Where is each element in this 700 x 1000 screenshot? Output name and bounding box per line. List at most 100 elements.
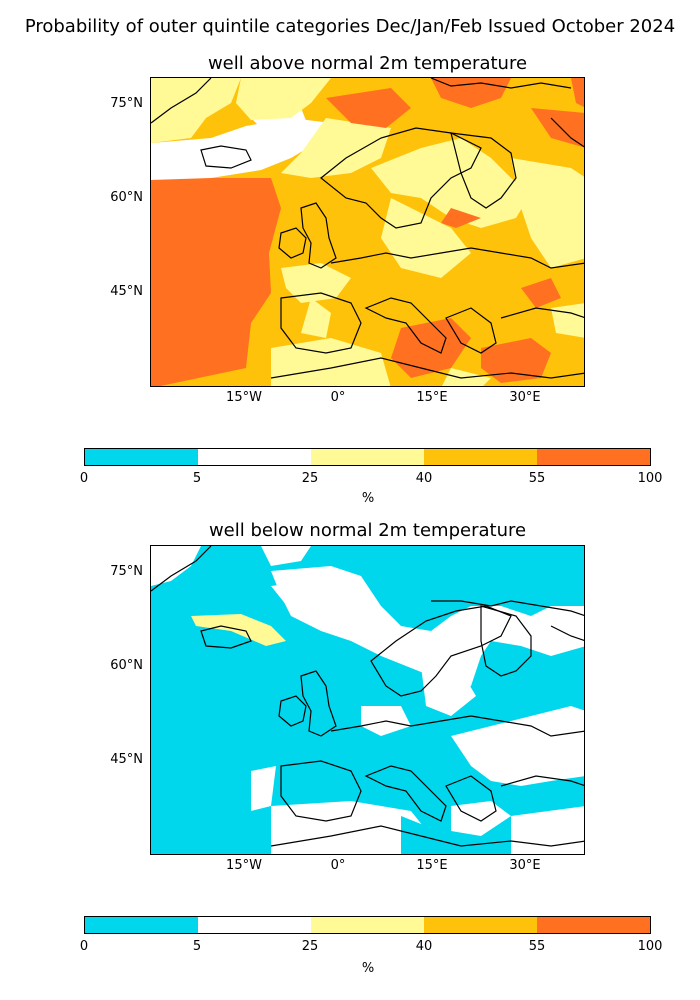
lon-tick-30e-above: 30°E bbox=[509, 390, 541, 405]
cbar-tick-0: 0 bbox=[79, 471, 89, 486]
coastlines-above bbox=[151, 78, 584, 379]
coast-turkey bbox=[500, 775, 584, 787]
cbar2-seg-0-5 bbox=[85, 917, 198, 933]
panel-title-below: well below normal 2m temperature bbox=[208, 520, 527, 541]
field-25-40-africa-w bbox=[271, 338, 391, 386]
field-55-100-ne bbox=[571, 78, 584, 107]
cbar-tick-40: 40 bbox=[415, 471, 433, 486]
cbar2-tick-40: 40 bbox=[415, 939, 433, 954]
cbar-tick-100: 100 bbox=[637, 471, 663, 486]
field-25-40-caucasus bbox=[551, 303, 584, 338]
field-55-100-atlantic-inner bbox=[151, 186, 266, 383]
colorbar-below bbox=[84, 916, 651, 934]
lat-tick-45n-below: 45°N bbox=[110, 752, 143, 767]
field-25-40-spain-n bbox=[301, 298, 331, 338]
coast-balkans bbox=[445, 307, 497, 354]
field-55-100-baltic bbox=[441, 208, 481, 228]
lat-tick-60n-above: 60°N bbox=[110, 190, 143, 205]
cbar-label: % bbox=[361, 491, 375, 506]
coast-scandinavia bbox=[320, 127, 482, 229]
coast-italy bbox=[364, 765, 447, 822]
figure-title: Probability of outer quintile categories… bbox=[24, 16, 676, 37]
coast-ireland bbox=[278, 695, 307, 727]
cbar-tick-25: 25 bbox=[301, 471, 319, 486]
lon-tick-0-below: 0° bbox=[330, 858, 346, 873]
field-5-25-atlantic-w bbox=[251, 766, 276, 811]
cbar2-seg-40-55 bbox=[424, 917, 537, 933]
field-25-40-north bbox=[236, 78, 331, 120]
cbar2-seg-5-25 bbox=[198, 917, 311, 933]
cbar2-tick-55: 55 bbox=[528, 939, 546, 954]
field-5-25-topleft bbox=[151, 546, 201, 586]
map-above-svg bbox=[151, 78, 584, 386]
field-0-5-med bbox=[401, 816, 451, 854]
lon-tick-15e-above: 15°E bbox=[416, 390, 448, 405]
coast-britain bbox=[300, 670, 337, 737]
coast-turkey bbox=[500, 307, 584, 319]
field-5-25-baltic bbox=[421, 666, 476, 716]
cbar2-tick-0: 0 bbox=[79, 939, 89, 954]
field-5-25-africa bbox=[271, 801, 431, 854]
cbar-seg-40-55 bbox=[424, 449, 537, 465]
map-below-normal bbox=[150, 545, 585, 855]
map-above-normal bbox=[150, 77, 585, 387]
cbar2-tick-5: 5 bbox=[192, 939, 202, 954]
coast-iceland bbox=[200, 625, 252, 649]
cbar-tick-5: 5 bbox=[192, 471, 202, 486]
field-5-25-north-atlantic bbox=[271, 566, 584, 696]
field-5-25-top bbox=[261, 546, 311, 566]
coast-kola bbox=[550, 625, 584, 641]
lon-tick-15w-above: 15°W bbox=[226, 390, 262, 405]
coast-north-europe bbox=[330, 715, 584, 737]
lon-tick-15w-below: 15°W bbox=[226, 858, 262, 873]
cbar-seg-5-25 bbox=[198, 449, 311, 465]
cbar-seg-25-40 bbox=[311, 449, 424, 465]
coast-ireland bbox=[278, 227, 307, 259]
field-25-40-france bbox=[281, 263, 351, 303]
coast-iceland bbox=[200, 145, 252, 169]
cbar-tick-55: 55 bbox=[528, 471, 546, 486]
field-25-40-norwegian-sea bbox=[281, 118, 391, 178]
colorbar-above bbox=[84, 448, 651, 466]
coast-africa bbox=[270, 357, 584, 379]
coast-arctic-islands bbox=[430, 78, 572, 89]
lat-tick-75n-above: 75°N bbox=[110, 96, 143, 111]
field-25-40-scandinavia bbox=[371, 138, 531, 228]
lat-tick-75n-below: 75°N bbox=[110, 564, 143, 579]
cbar2-seg-55-100 bbox=[537, 917, 650, 933]
field-55-100-barents-w bbox=[326, 88, 411, 128]
coast-africa bbox=[270, 825, 584, 847]
cbar2-label: % bbox=[361, 961, 375, 976]
panel-title-above: well above normal 2m temperature bbox=[207, 53, 528, 74]
coast-greenland bbox=[151, 546, 212, 592]
map-below-svg bbox=[151, 546, 584, 854]
coast-balkans bbox=[445, 775, 497, 822]
field-5-25-iceland-patch bbox=[271, 581, 321, 611]
lon-tick-30e-below: 30°E bbox=[509, 858, 541, 873]
coast-italy bbox=[364, 297, 447, 354]
field-25-40-central bbox=[381, 198, 471, 278]
field-5-25-southeast bbox=[511, 806, 584, 854]
cbar2-tick-25: 25 bbox=[301, 939, 319, 954]
field-55-100-turkey bbox=[521, 278, 561, 308]
coast-scandinavia bbox=[370, 605, 512, 697]
coast-finland bbox=[480, 605, 532, 677]
cbar-seg-0-5 bbox=[85, 449, 198, 465]
lon-tick-15e-below: 15°E bbox=[416, 858, 448, 873]
field-25-40-russia bbox=[511, 158, 584, 268]
coast-britain bbox=[300, 202, 337, 269]
coast-novaya-zemlya bbox=[550, 117, 584, 148]
coast-iberia bbox=[280, 292, 362, 354]
lat-tick-45n-above: 45°N bbox=[110, 284, 143, 299]
cbar2-seg-25-40 bbox=[311, 917, 424, 933]
field-5-25-east-europe bbox=[451, 706, 584, 786]
coast-iberia bbox=[280, 760, 362, 822]
cbar2-tick-100: 100 bbox=[637, 939, 663, 954]
lon-tick-0-above: 0° bbox=[330, 390, 346, 405]
lat-tick-60n-below: 60°N bbox=[110, 658, 143, 673]
cbar-seg-55-100 bbox=[537, 449, 650, 465]
coast-arctic bbox=[431, 600, 584, 616]
coast-greenland bbox=[151, 78, 212, 124]
coast-finland bbox=[450, 132, 517, 209]
field-25-40-topleft bbox=[151, 78, 241, 143]
